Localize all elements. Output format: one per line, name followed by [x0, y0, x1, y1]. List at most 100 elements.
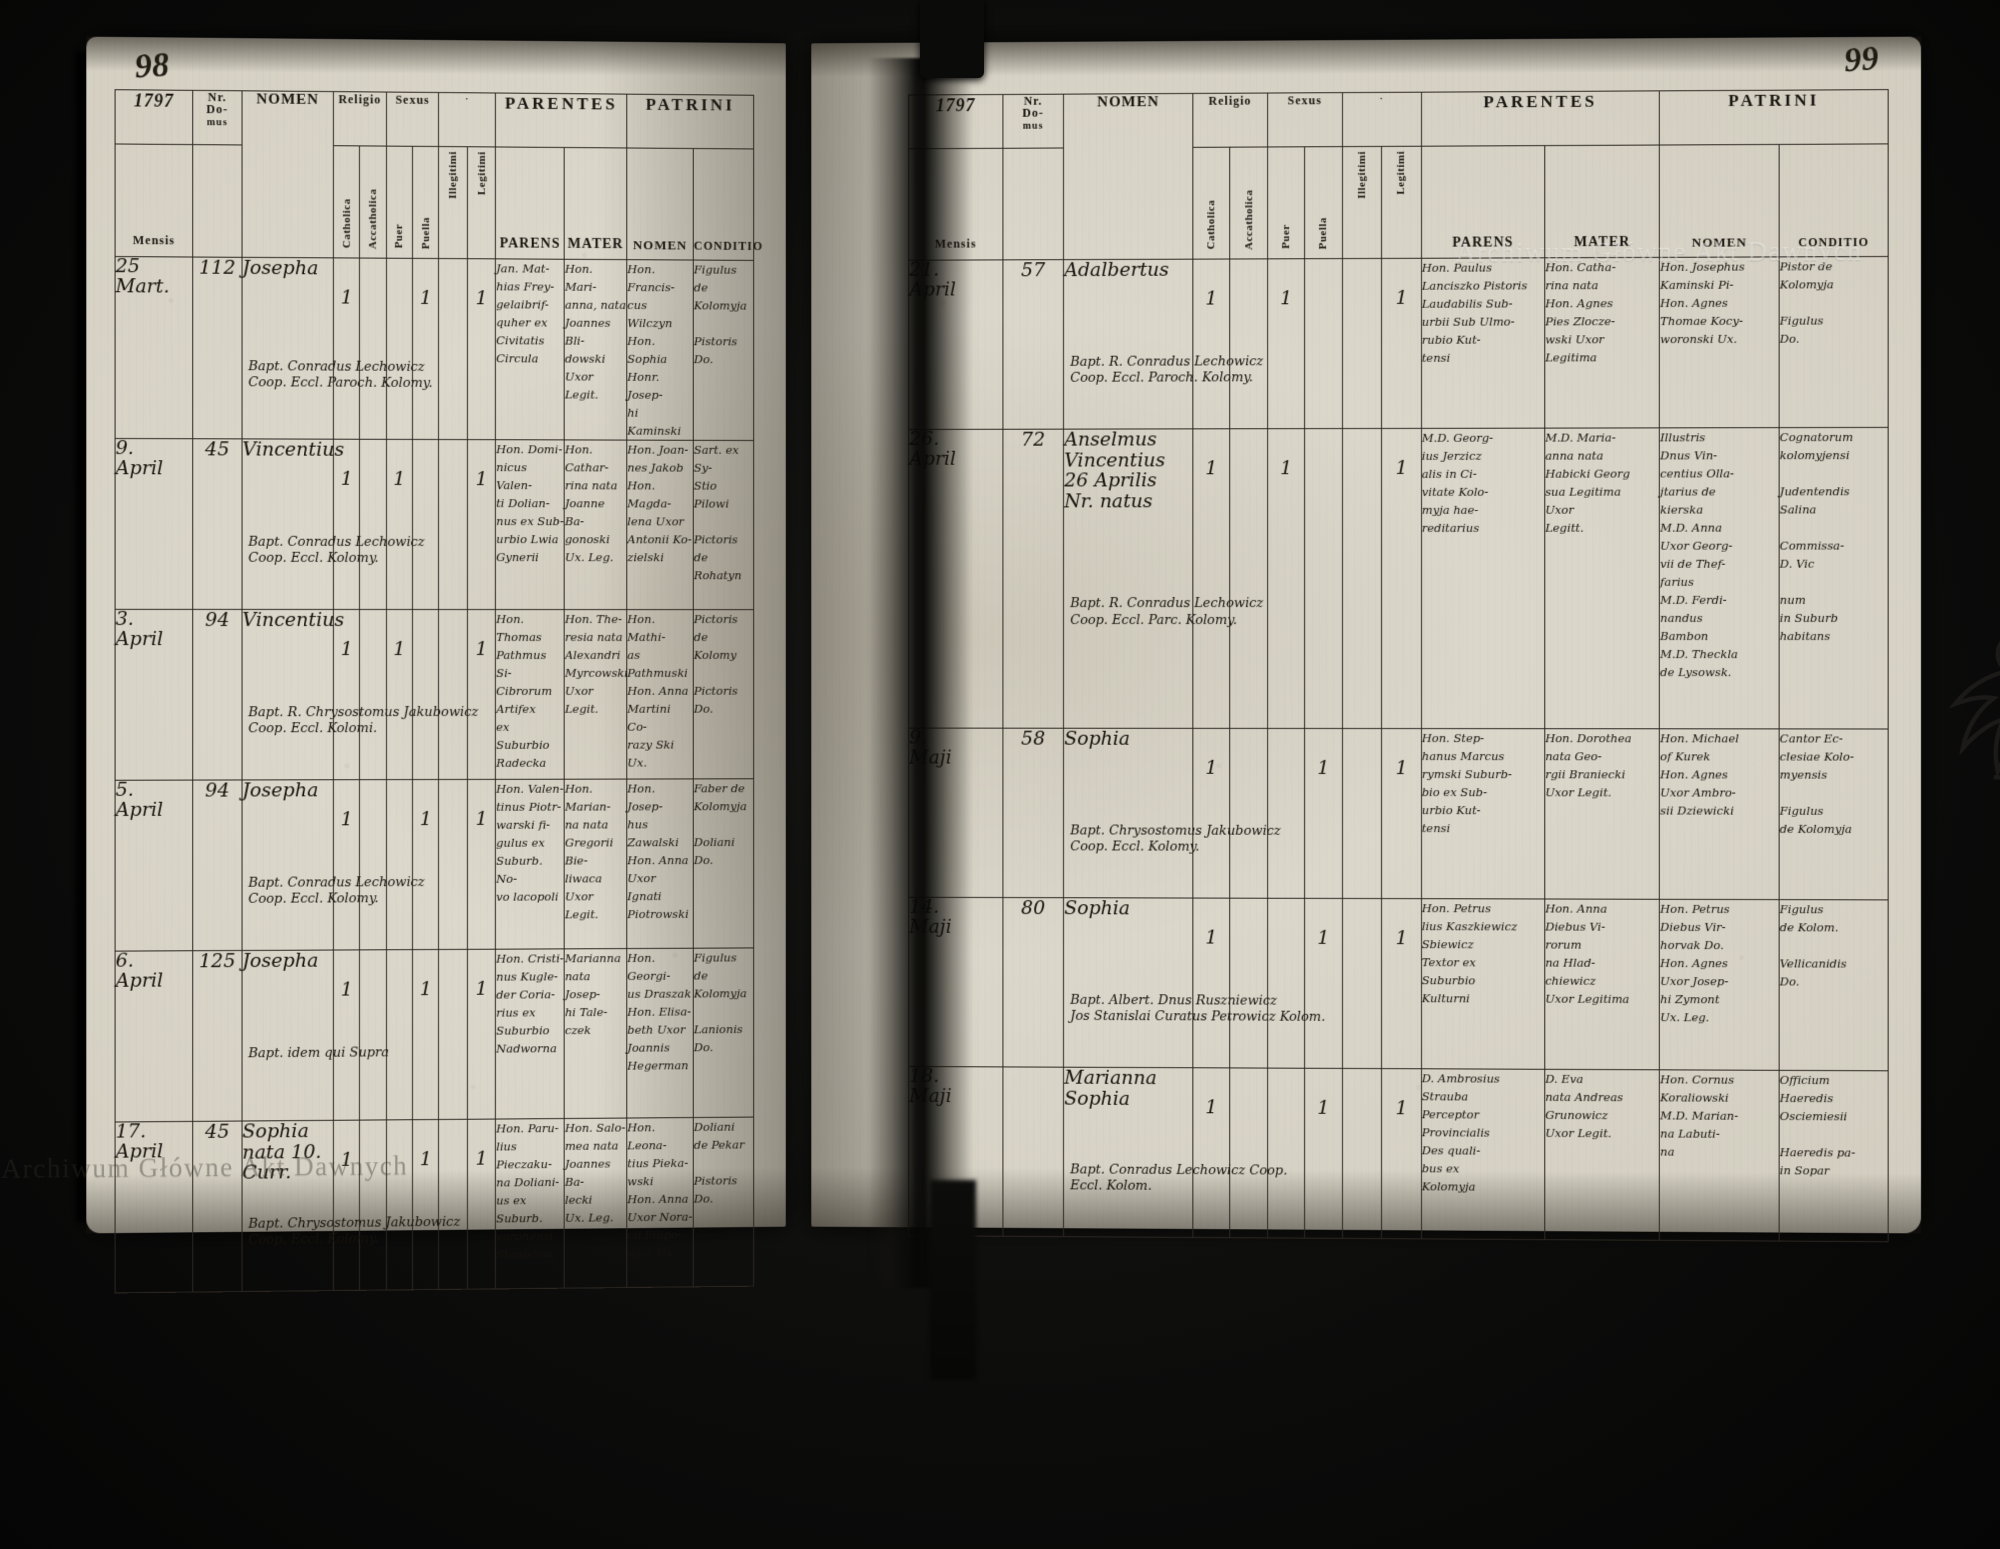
- header-patrini-nomen-right: NOMEN: [1659, 144, 1780, 258]
- cell-mater: M.D. Maria-anna nata Habicki Georg sua Leg…: [1544, 427, 1660, 729]
- cell-illegitimi: [1342, 428, 1382, 729]
- cell-puella: 1: [412, 1119, 439, 1290]
- cell-nr-domus: 94: [192, 609, 242, 781]
- cell-conditio: Cognatorum kolomyjensi Judentendis Salina Co…: [1779, 427, 1889, 729]
- cell-nomen: Josepha Bapt. idem qui Supra: [241, 950, 389, 1122]
- cell-catholica: 1: [333, 1120, 360, 1291]
- cell-nr-domus: 45: [192, 438, 242, 610]
- legitimi-label-right: Legitimi: [1395, 150, 1408, 195]
- cell-catholica: 1: [1192, 898, 1231, 1068]
- cell-illegitimi: [438, 1119, 468, 1290]
- cell-nomen: Sophia Bapt. Albert. Dnus Ruszniewicz Jos …: [1063, 897, 1325, 1068]
- cell-mater: Hon. Marian-na nata Gregorii Bie-liwaca Ux…: [564, 779, 627, 949]
- cell-conditio: Pictoris de Kolomy Pictoris Do.: [693, 609, 754, 779]
- cell-nomen: Vincentius Bapt. R. Chrysostomus Jakubowi…: [241, 609, 478, 780]
- accatholica-label-right: Accatholica: [1242, 189, 1255, 250]
- cell-mensis: 6. April: [115, 950, 193, 1123]
- cell-nr-domus: [1002, 1066, 1064, 1237]
- cell-legitimi: 1: [1381, 898, 1422, 1069]
- header-accatholica-right: Accatholica: [1230, 146, 1268, 260]
- cell-patrini-nomen: Hon. Georgi-us Draszak Hon. Elisa-beth Ux…: [626, 948, 694, 1119]
- header-conditio-right: CONDITIO: [1779, 143, 1889, 257]
- register-table-left: 1797 Nr. Do- mus NOMEN Religio Sexus · P…: [115, 89, 763, 1293]
- cell-puer: [1267, 1068, 1305, 1239]
- cell-nomen: Marianna Sophia Bapt. Conradus Lechowicz C…: [1063, 1067, 1287, 1238]
- puer-label: Puer: [393, 224, 406, 249]
- register-entry-row[interactable]: 21.April57AdalbertusBapt. R. Conradus Le…: [908, 256, 1889, 430]
- cell-conditio: Figulus de Kolom. Vellicanidis Do.: [1779, 899, 1889, 1071]
- cell-illegitimi: [438, 258, 468, 440]
- table-head-right: 1797 Nr. Do- mus NOMEN Religio Sexus · P…: [908, 89, 1889, 261]
- header-catholica-right: Catholica: [1192, 147, 1231, 260]
- cell-illegitimi: [438, 609, 468, 780]
- header-nomen-left: NOMEN: [241, 90, 334, 258]
- puella-label: Puella: [419, 216, 432, 249]
- register-entry-row[interactable]: 9.Maji58SophiaBapt. Chrysostomus Jakubow…: [908, 727, 1889, 900]
- cell-conditio: Officium Haeredis Osciemiesii Haeredis pa-i…: [1779, 1070, 1889, 1242]
- register-entry-row[interactable]: 6. April 125 Josepha Bapt. idem qui Supra 1 1 1…: [115, 947, 754, 1123]
- header-illegitimi-left: Illegitimi: [438, 146, 468, 259]
- cell-parens: Hon. Paulus Lanciszko Pistoris Laudabilis …: [1421, 257, 1545, 429]
- header-patrini-nomen-left: NOMEN: [626, 147, 694, 261]
- cell-accatholica: [359, 439, 387, 610]
- cell-puer: 1: [1267, 258, 1305, 429]
- cell-accatholica: [1230, 728, 1268, 899]
- cell-patrini-nomen: Illustris Dnus Vin-centius Olla-jtarius d…: [1659, 427, 1780, 729]
- cell-patrini-nomen: Hon. Mathi-as Pathmuski Hon. Anna Martini …: [626, 609, 694, 780]
- book-gutter: [868, 58, 972, 1288]
- header-patrini-right: PATRINI: [1659, 89, 1889, 146]
- register-entry-row[interactable]: 17. April 45 Sophia nata 10. Curr. Bapt. Chrys…: [115, 1117, 754, 1293]
- cell-mensis: 17. April: [115, 1120, 193, 1293]
- cell-patrini-nomen: Hon. Leona-tius Pieka-wski Hon. Anna Uxor …: [626, 1117, 694, 1288]
- cell-legitimi: 1: [467, 609, 496, 780]
- cell-catholica: 1: [1192, 428, 1231, 729]
- cell-illegitimi: [1342, 898, 1382, 1069]
- nr-domus-line3: mus: [206, 117, 228, 129]
- header-thori-dot-right: ·: [1342, 92, 1422, 147]
- cell-patrini-nomen: Hon. Josep-hus Zawalski Hon. Anna Uxor Ign…: [626, 778, 694, 949]
- header-conditio-left: CONDITIO: [693, 148, 763, 261]
- header-mensis-left: Mensis: [115, 143, 193, 258]
- cell-puer: [386, 779, 413, 950]
- header-puer-right: Puer: [1267, 146, 1305, 259]
- register-entry-row[interactable]: 5. April 94 Josepha Bapt. Conradus Lechowicz…: [115, 778, 754, 952]
- table-body-right: 21.April57AdalbertusBapt. R. Conradus Le…: [908, 256, 1889, 1242]
- cell-puella: 1: [1304, 898, 1343, 1069]
- cell-puer: [1267, 728, 1305, 899]
- cell-puella: 1: [1304, 728, 1343, 899]
- cell-parens: D. Ambrosius Strauba Perceptor Provincialis…: [1421, 1068, 1545, 1240]
- cell-nr-domus: 94: [192, 779, 242, 951]
- register-entry-row[interactable]: 26.April72AnselmusVincentius26 AprilisNr…: [908, 427, 1889, 729]
- header-nrdomus-spacer-right: [1002, 147, 1064, 260]
- register-entry-row[interactable]: 18.MajiMariannaSophiaBapt. Conradus Lech…: [908, 1065, 1889, 1242]
- cell-puella: 1: [412, 779, 439, 950]
- header-illegitimi-right: Illegitimi: [1342, 146, 1382, 259]
- cell-nr-domus: 125: [192, 950, 242, 1122]
- register-entry-row[interactable]: 14.Maji80SophiaBapt. Albert. Dnus Ruszni…: [908, 896, 1889, 1071]
- cell-patrini-nomen: Hon. Michael of Kurek Hon. Agnes Uxor Ambro…: [1659, 728, 1780, 900]
- cell-accatholica: [359, 949, 387, 1121]
- cell-nr-domus: 58: [1002, 728, 1064, 898]
- header-nomen-right: NOMEN: [1063, 93, 1193, 260]
- cell-catholica: 1: [1192, 259, 1231, 429]
- cell-legitimi: 1: [467, 779, 496, 950]
- header-nr-domus-right: Nr. Do- mus: [1002, 94, 1064, 149]
- cell-accatholica: [359, 258, 387, 440]
- cell-catholica: 1: [333, 439, 360, 610]
- register-entry-row[interactable]: 25 Mart. 112 Josepha Bapt. Conradus Lechowic…: [115, 255, 754, 441]
- spine-clip: [920, 0, 984, 78]
- cell-patrini-nomen: Hon. Cornus Koraliowski M.D. Marian-na Lab…: [1659, 1069, 1780, 1242]
- cell-mensis: 3. April: [115, 608, 193, 781]
- cell-catholica: 1: [1192, 728, 1231, 899]
- cell-puella: [1304, 428, 1343, 729]
- header-parens-left: PARENS: [495, 146, 565, 260]
- cell-catholica: 1: [333, 779, 360, 951]
- accatholica-label: Accatholica: [367, 188, 380, 249]
- header-puella-right: Puella: [1304, 146, 1343, 259]
- cell-mater: Hon. Mari-anna, nata Joannes Bli-dowski Ux…: [564, 259, 627, 441]
- cell-conditio: Sart. ex Sy- Stio Pilowi Pictoris de Rohaty…: [693, 440, 754, 610]
- register-entry-row[interactable]: 9. April 45 Vincentius Bapt. Conradus Lechow…: [115, 437, 754, 610]
- register-entry-row[interactable]: 3. April 94 Vincentius Bapt. R. Chrysostomus…: [115, 608, 754, 781]
- cell-puer: [1267, 898, 1305, 1069]
- cell-patrini-nomen: Hon. Petrus Diebus Vir-horvak Do. Hon. Agn…: [1659, 899, 1780, 1071]
